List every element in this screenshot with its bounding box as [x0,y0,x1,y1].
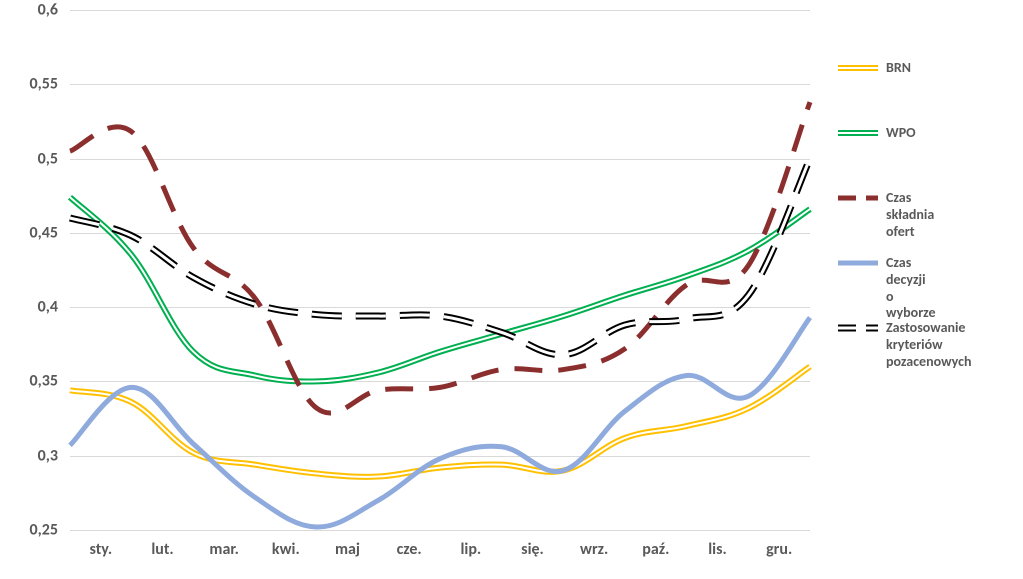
legend-label-czas_decyzji: Czas decyzji o wyborze [886,255,936,322]
legend-swatch-czas_decyzji [838,255,878,271]
legend-item-czas_skladnia: Czas składnia ofert [838,190,934,240]
legend-label-czas_skladnia: Czas składnia ofert [886,190,934,240]
legend-label-zastosowanie: Zastosowanie kryteriów pozacenowych [886,320,971,370]
x-tick-label: maj [335,540,360,559]
x-tick-label: sty. [90,540,113,559]
legend-swatch-wpo [838,125,878,141]
x-tick-label: cze. [397,540,422,559]
series-line-wpo [70,197,810,381]
x-tick-label: mar. [209,540,238,559]
legend-item-brn: BRN [838,60,911,77]
legend-item-czas_decyzji: Czas decyzji o wyborze [838,255,936,322]
series-line-zastosowanie [70,159,810,355]
legend-swatch-czas_skladnia [838,190,878,206]
x-tick-label: gru. [766,540,792,559]
legend-item-wpo: WPO [838,125,916,142]
series-line-czas_skladnia [70,102,810,413]
x-tick-label: paź. [642,540,669,559]
legend-label-brn: BRN [886,60,911,77]
chart-container: 0,250,30,350,40,450,50,550,6 sty.lut.mar… [0,0,1023,579]
x-tick-label: lis. [708,540,727,559]
legend-label-wpo: WPO [886,125,916,142]
x-tick-label: wrz. [580,540,608,559]
legend-swatch-zastosowanie [838,320,878,336]
legend-swatch-brn [838,60,878,76]
x-tick-label: lip. [460,540,481,559]
x-tick-label: lut. [151,540,173,559]
x-tick-label: się. [521,540,544,559]
legend-item-zastosowanie: Zastosowanie kryteriów pozacenowych [838,320,971,370]
series-line-inner-zastosowanie [70,159,810,355]
x-tick-label: kwi. [272,540,300,559]
